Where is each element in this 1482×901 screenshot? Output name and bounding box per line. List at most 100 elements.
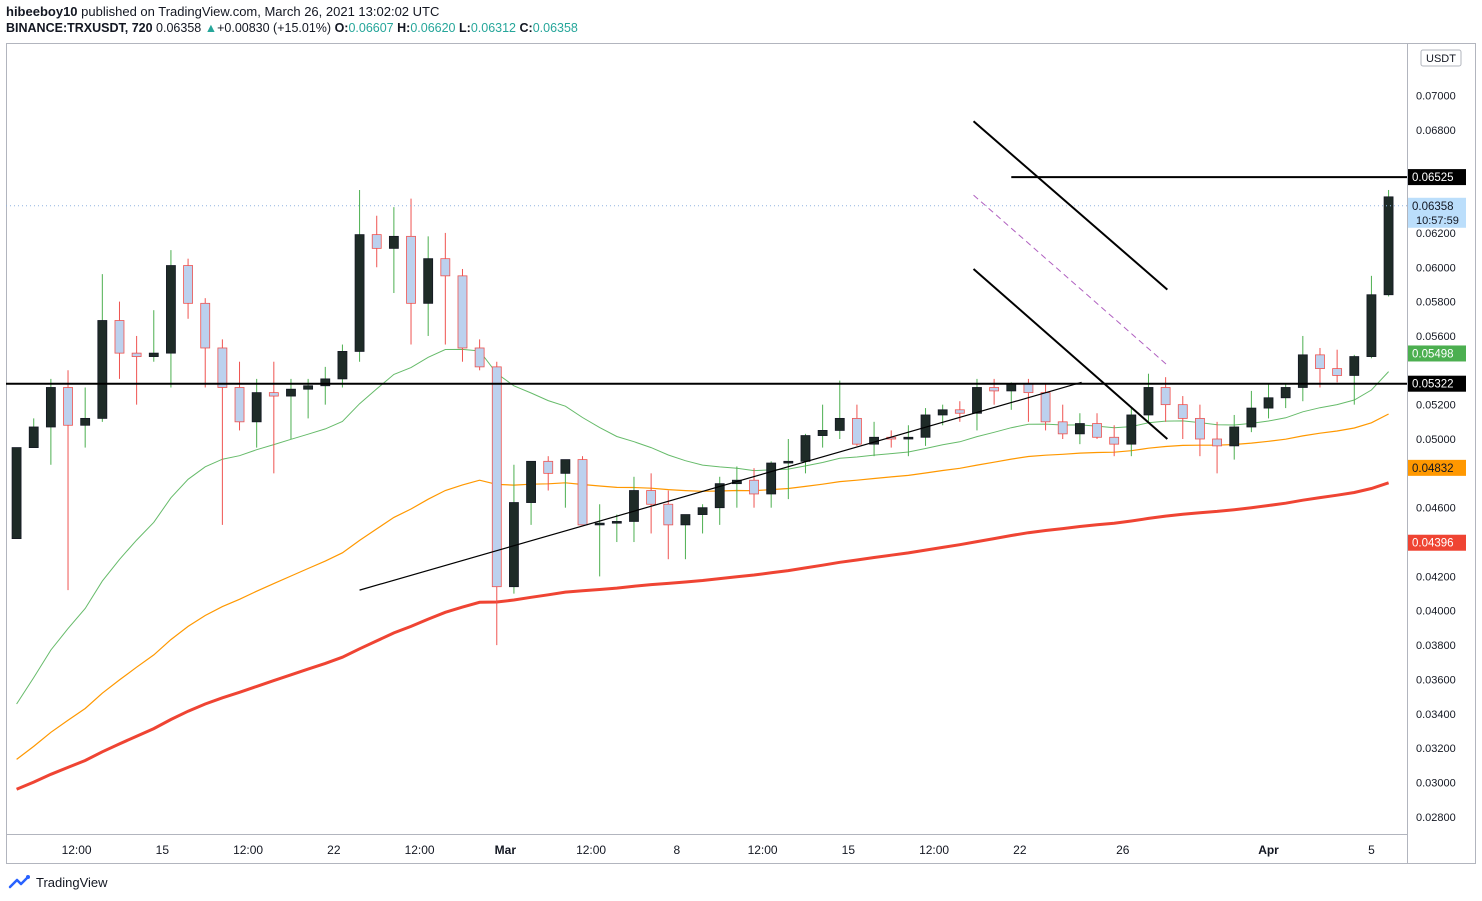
y-tick-label: 0.05200 [1416,400,1456,412]
footer-brand: TradingView [36,874,108,890]
candle-body [97,320,108,419]
publish-line: hibeeboy10 published on TradingView.com,… [6,4,439,19]
candle-body [491,366,502,588]
candle-body [1177,404,1188,419]
candle-body [577,459,588,526]
tradingview-logo[interactable]: TradingView [8,874,108,890]
high-label: H: [397,21,411,35]
y-tick-label: 0.03200 [1416,743,1456,755]
candle-body [1160,387,1171,406]
candle-body [1315,354,1325,369]
y-tick-label: 0.04000 [1416,606,1456,618]
y-tick-label: 0.05800 [1416,297,1456,309]
price-label-bg [1408,169,1466,186]
candle-body [1143,387,1154,416]
candle-body [543,460,554,474]
close-value: 0.06358 [532,21,578,35]
bar-countdown-text: 10:57:59 [1416,215,1459,227]
candle-body [1280,387,1291,399]
candle-body [680,514,691,526]
candle-body [1297,354,1308,388]
candle-body [80,417,91,426]
price-label-bg [1408,197,1466,228]
rising-trendline[interactable] [359,381,1082,591]
last-price: 0.06358 [156,21,202,35]
candle-body [28,426,39,448]
candle-body [937,409,948,416]
x-tick-label: 22 [327,843,341,857]
price-label-text: 0.06525 [1412,172,1454,184]
candle-body [954,409,965,414]
ema-100-line [16,481,1390,791]
candle-body [268,392,279,397]
x-tick-label: 12:00 [233,843,263,857]
candle-body [697,507,708,515]
y-tick-label: 0.03800 [1416,640,1456,652]
cloud-logo-icon [8,875,30,889]
currency-box[interactable] [1420,49,1462,67]
x-tick-label: 15 [842,843,856,857]
ema-20-line [16,348,1389,705]
close-label: C: [519,21,533,35]
candle-body [783,460,794,464]
y-tick-label: 0.07000 [1416,91,1456,103]
candle-body [303,385,314,390]
x-tick-label: Mar [495,843,517,857]
price-label-bg [1408,375,1466,392]
price-change: +0.00830 (+15.01%) [217,21,332,35]
symbol-label[interactable]: BINANCE:TRXUSDT, 720 [6,21,153,35]
channel-lower-line[interactable] [972,268,1168,440]
price-label-text: 0.04396 [1412,538,1454,550]
channel-midline[interactable] [973,194,1168,366]
candle-body [11,447,22,540]
candle-body [903,436,914,440]
x-tick-label: 12:00 [919,843,949,857]
candle-body [629,490,639,522]
candle-body [560,459,571,474]
price-label-bg [1408,534,1466,551]
candle-body [646,490,657,505]
candle-body [1023,383,1034,394]
candle-body [423,258,434,304]
candle-body [1383,196,1394,296]
channel-upper-line[interactable] [972,120,1168,291]
x-tick-label: 8 [674,843,681,857]
y-tick-label: 0.03400 [1416,709,1456,721]
y-tick-label: 0.03000 [1416,777,1456,789]
price-label-text: 0.06358 [1412,201,1454,213]
candle-body [1074,423,1085,435]
open-value: 0.06607 [348,21,394,35]
y-tick-label: 0.06000 [1416,262,1456,274]
y-tick-label: 0.04600 [1416,503,1456,515]
x-tick-label: 12:00 [405,843,435,857]
price-label-text: 0.05322 [1412,379,1454,391]
candle-body [337,351,348,380]
candle-body [972,387,982,414]
candle-body [526,460,536,503]
candle-body [1006,383,1017,392]
candle-body [852,417,862,445]
candle-body [200,302,211,349]
candle-body [714,483,725,509]
chart-frame [6,43,1476,864]
ohlc-legend: BINANCE:TRXUSDT, 720 0.06358 ▲+0.00830 (… [6,21,578,35]
candle-body [594,522,605,526]
x-tick-label: 15 [156,843,170,857]
candle-body [234,387,245,423]
author-name[interactable]: hibeeboy10 [6,4,78,19]
candle-body [371,234,382,249]
price-label-bg [1408,459,1466,476]
candle-body [1092,423,1102,438]
candle-body [1229,426,1240,447]
currency-label: USDT [1426,53,1456,65]
candle-body [440,258,451,277]
y-tick-label: 0.02800 [1416,812,1456,824]
candle-body [131,352,142,357]
candle-body [148,352,159,357]
candle-body [766,462,777,495]
candle-body [457,275,468,349]
candle-body [1126,414,1137,445]
candle-body [354,234,365,352]
low-label: L: [459,21,471,35]
